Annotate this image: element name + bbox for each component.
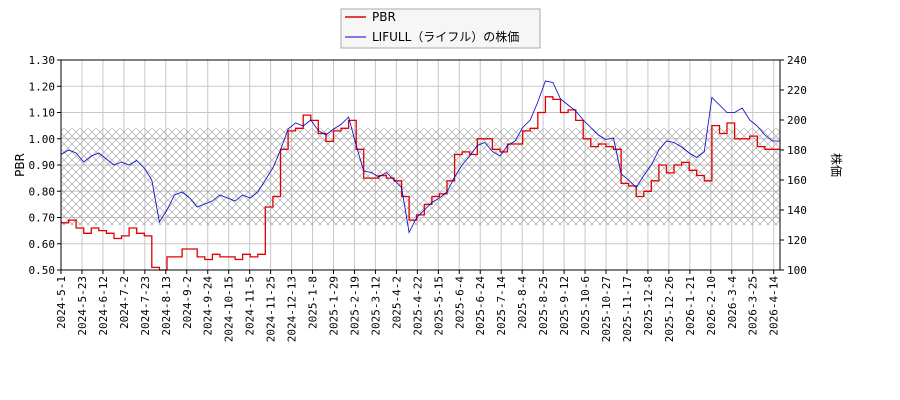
y-right-tick-label: 200 <box>787 114 807 127</box>
x-tick-label: 2024-9-2 <box>181 276 194 329</box>
x-tick-label: 2024-5-23 <box>76 276 89 336</box>
x-tick-label: 2026-4-14 <box>768 276 781 336</box>
y-right-tick-label: 140 <box>787 204 807 217</box>
x-tick-label: 2025-6-4 <box>453 276 466 329</box>
x-tick-label: 2026-2-10 <box>705 276 718 336</box>
y-left-tick-label: 0.60 <box>29 238 56 251</box>
tick-layer: 0.50 0.60 0.70 0.80 0.90 1.00 1.10 1.20 1.30 100 1… <box>29 54 807 342</box>
x-tick-label: 2024-11-25 <box>265 276 278 342</box>
x-tick-label: 2024-12-13 <box>286 276 299 342</box>
x-tick-label: 2025-12-8 <box>642 276 655 336</box>
x-tick-label: 2025-10-27 <box>600 276 613 342</box>
x-tick-label: 2025-11-17 <box>621 276 634 342</box>
x-tick-label: 2025-4-22 <box>411 276 424 336</box>
x-tick-label: 2025-1-8 <box>307 276 320 329</box>
legend-box <box>340 8 541 49</box>
y-right-tick-label: 100 <box>787 264 807 277</box>
legend: PBR LIFULL（ライフル）の株価 <box>340 8 541 49</box>
y-right-axis-label: 株価 <box>829 153 844 177</box>
series-layer <box>60 80 780 271</box>
x-tick-label: 2025-6-24 <box>474 276 487 336</box>
range-band <box>61 128 780 226</box>
legend-label-pbr: PBR <box>372 10 396 24</box>
y-left-tick-label: 1.20 <box>29 80 56 93</box>
x-tick-label: 2025-2-19 <box>348 276 361 336</box>
y-right-tick-label: 220 <box>787 84 807 97</box>
y-right-tick-label: 120 <box>787 234 807 247</box>
x-tick-label: 2024-7-23 <box>139 276 152 336</box>
x-tick-label: 2024-11-5 <box>244 276 257 336</box>
x-tick-label: 2024-7-2 <box>118 276 131 329</box>
x-tick-label: 2024-5-1 <box>55 276 68 329</box>
x-tick-label: 2025-1-29 <box>328 276 341 336</box>
legend-label-price: LIFULL（ライフル）の株価 <box>372 29 519 44</box>
y-left-tick-label: 1.00 <box>29 133 56 146</box>
x-tick-label: 2024-6-12 <box>97 276 110 336</box>
y-left-tick-label: 0.90 <box>29 159 56 172</box>
y-left-tick-label: 1.10 <box>29 107 56 120</box>
x-tick-label: 2026-1-21 <box>684 276 697 336</box>
x-tick-label: 2025-8-25 <box>537 276 550 336</box>
x-tick-label: 2024-9-24 <box>202 276 215 336</box>
y-left-tick-label: 1.30 <box>29 54 56 67</box>
x-tick-label: 2024-10-15 <box>223 276 236 342</box>
y-right-tick-label: 240 <box>787 54 807 67</box>
y-left-tick-label: 0.70 <box>29 212 56 225</box>
y-right-tick-label: 160 <box>787 174 807 187</box>
pbr-series-line <box>61 96 780 271</box>
x-tick-label: 2025-7-14 <box>495 276 508 336</box>
x-tick-label: 2026-3-4 <box>726 276 739 329</box>
x-tick-label: 2025-8-4 <box>516 276 529 329</box>
y-left-tick-label: 0.50 <box>29 264 56 277</box>
x-tick-label: 2026-3-25 <box>747 276 760 336</box>
price-series-line <box>60 80 780 234</box>
x-tick-label: 2024-8-13 <box>160 276 173 336</box>
x-tick-label: 2025-12-26 <box>663 276 676 342</box>
x-tick-label: 2025-3-12 <box>369 276 382 336</box>
x-tick-label: 2025-5-15 <box>432 276 445 336</box>
x-tick-label: 2025-10-6 <box>579 276 592 336</box>
y-left-axis-label: PBR <box>13 153 27 177</box>
y-right-tick-label: 180 <box>787 144 807 157</box>
x-tick-label: 2025-9-12 <box>558 276 571 336</box>
x-tick-label: 2025-4-2 <box>390 276 403 329</box>
y-left-tick-label: 0.80 <box>29 185 56 198</box>
